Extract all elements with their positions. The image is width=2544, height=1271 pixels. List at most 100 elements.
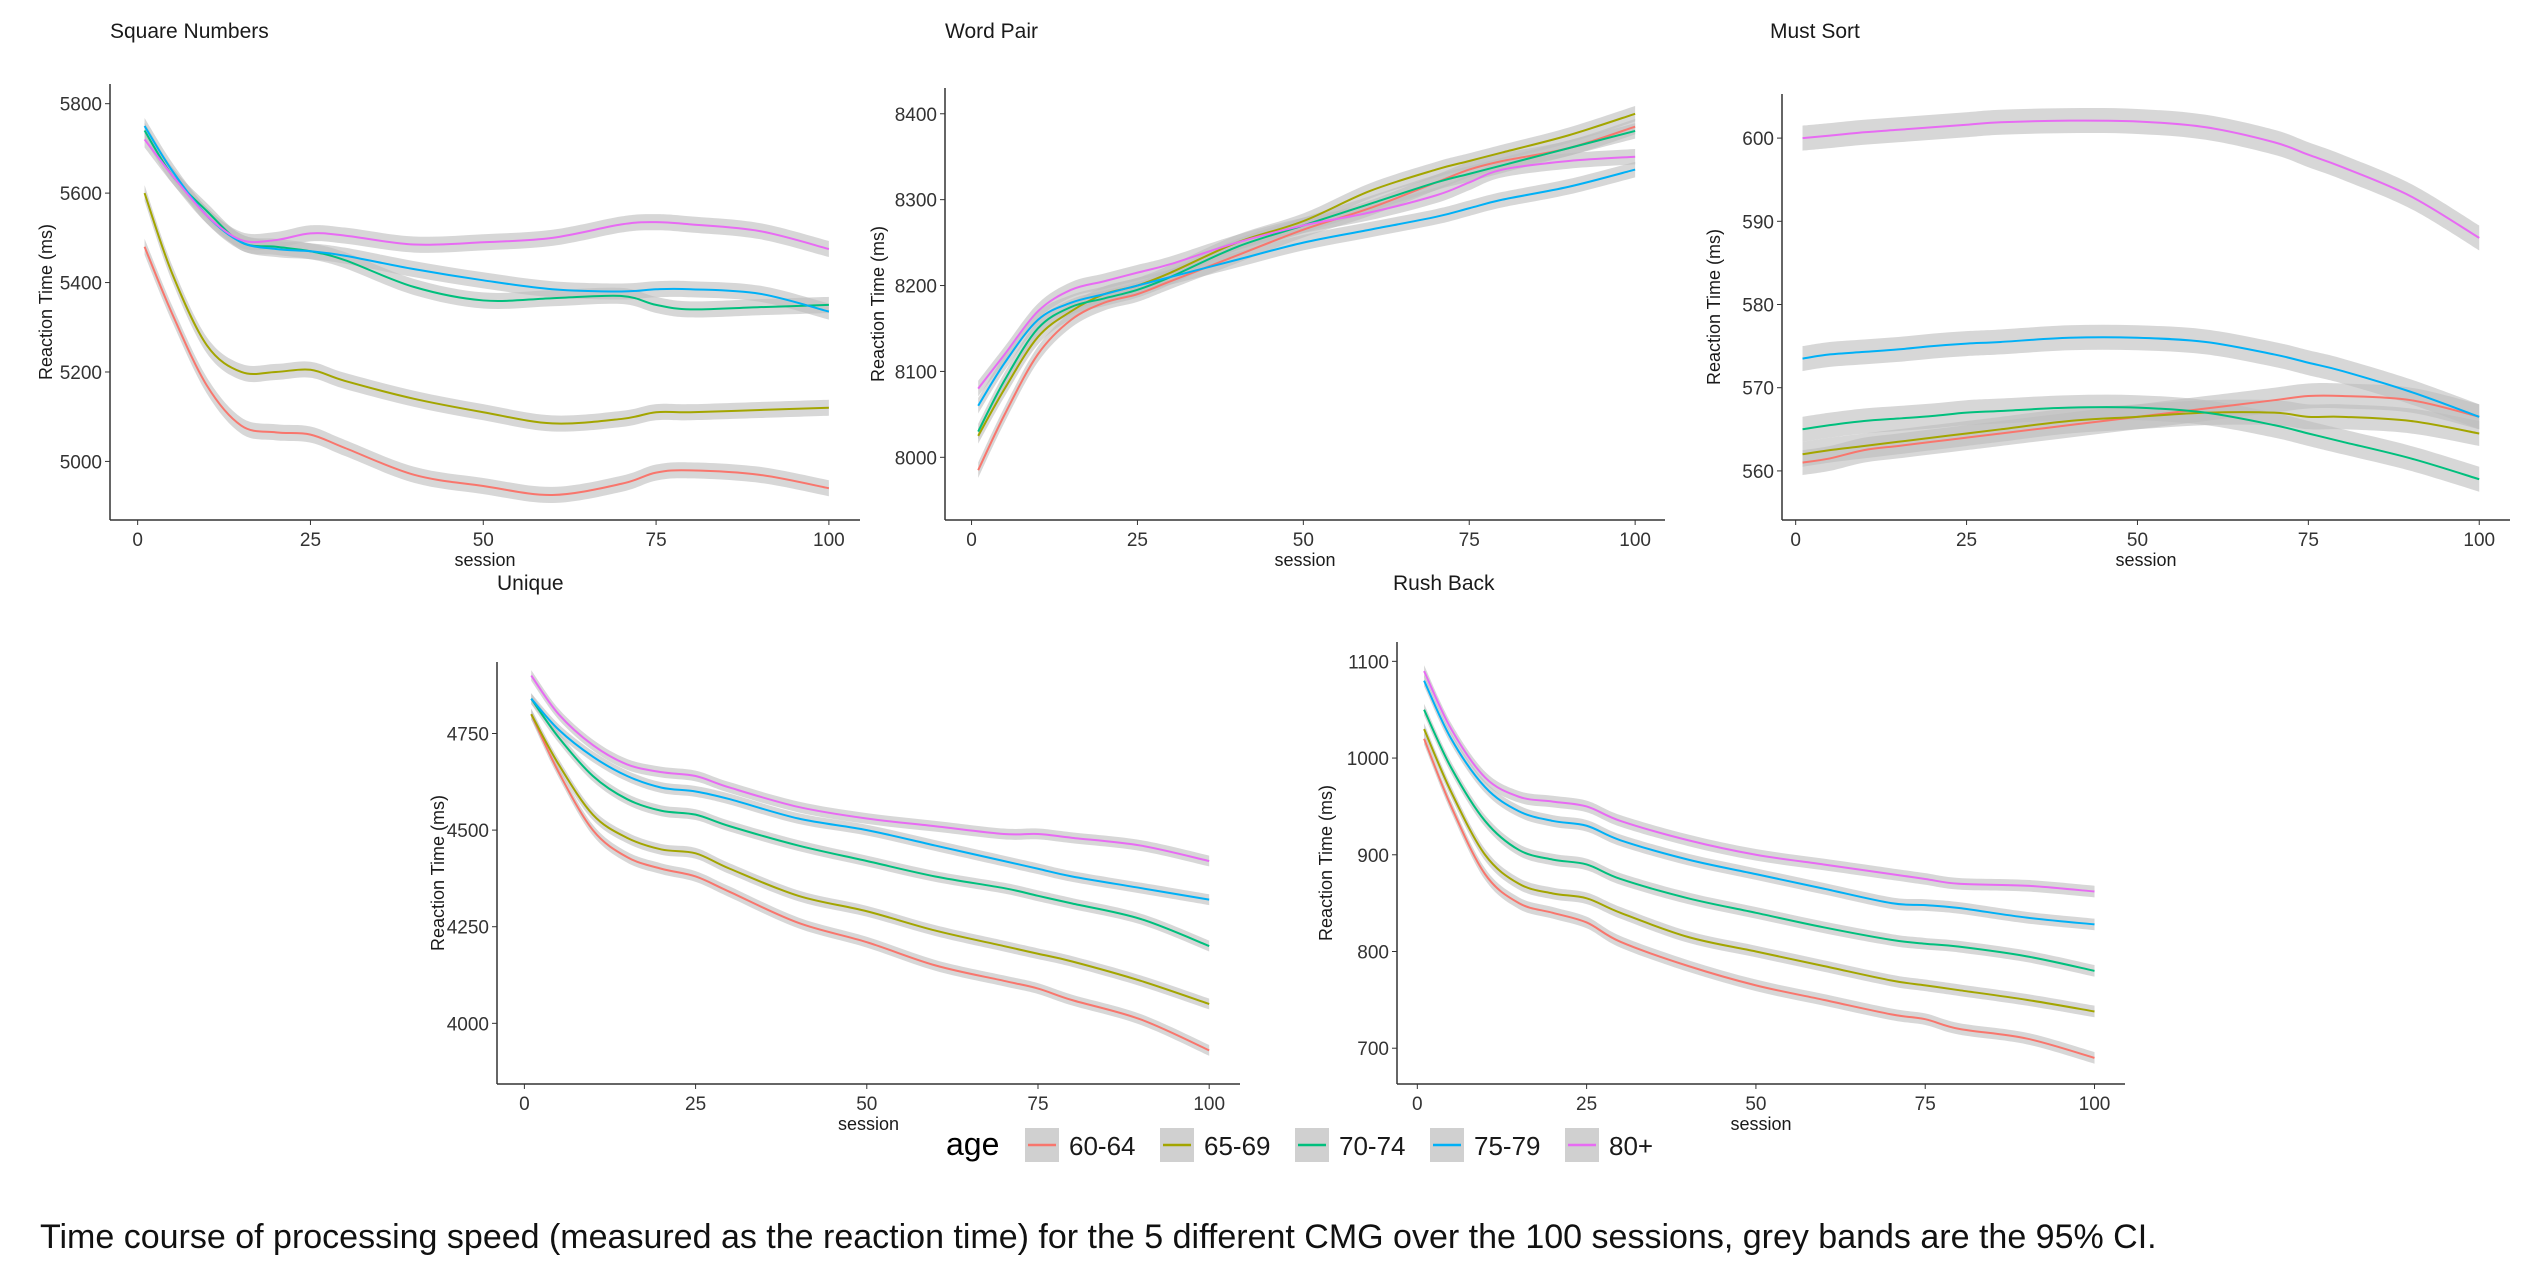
y-tick-label: 4750 <box>447 724 489 745</box>
y-axis-label: Reaction Time (ms) <box>1316 785 1336 941</box>
ci-band-65-69 <box>978 106 1636 444</box>
legend-item-70-74: 70-74 <box>1295 1128 1406 1162</box>
series-line-80+ <box>977 155 1636 390</box>
x-tick-label: 75 <box>2298 530 2319 551</box>
legend-label: 60-64 <box>1069 1131 1136 1161</box>
series-line-65-69 <box>530 713 1210 1005</box>
x-tick-label: 50 <box>856 1094 877 1115</box>
series-line-65-69 <box>1802 411 2480 456</box>
panel-square-numbers: Square Numbers 5000 5200 5400 5600 5800 0 25 50 7… <box>36 20 860 570</box>
x-tick-label: 75 <box>1459 530 1480 551</box>
y-tick-label: 600 <box>1742 129 1774 150</box>
x-tick-label: 50 <box>2127 530 2148 551</box>
y-tick-label: 4250 <box>447 918 489 939</box>
x-tick-label: 50 <box>1745 1094 1766 1115</box>
legend: age 60-64 65-69 70-74 75-79 80+ <box>946 1126 1653 1162</box>
series-line-70-74 <box>530 698 1210 947</box>
y-tick-label: 4500 <box>447 821 489 842</box>
y-axis-label: Reaction Time (ms) <box>868 226 888 382</box>
y-tick-label: 5000 <box>60 452 102 473</box>
x-tick-label: 75 <box>1915 1094 1936 1115</box>
y-tick-label: 900 <box>1357 846 1389 867</box>
ci-band-80+ <box>1424 665 2095 898</box>
series-line-75-79 <box>977 168 1636 407</box>
series-line-70-74 <box>143 129 829 311</box>
x-tick-label: 100 <box>1193 1094 1225 1115</box>
figure-caption: Time course of processing speed (measure… <box>40 1218 2157 1256</box>
y-tick-label: 4000 <box>447 1014 489 1035</box>
x-tick-label: 25 <box>685 1094 706 1115</box>
x-axis-label: session <box>838 1114 899 1134</box>
y-tick-label: 560 <box>1742 462 1774 483</box>
x-tick-label: 100 <box>1619 530 1651 551</box>
x-axis-label: session <box>1274 550 1335 570</box>
series-line-80+ <box>530 674 1210 862</box>
panel-title: Word Pair <box>945 20 1038 43</box>
series-line-75-79 <box>530 698 1210 901</box>
legend-item-80+: 80+ <box>1565 1128 1653 1162</box>
ci-band-65-69 <box>531 708 1210 1010</box>
legend-item-60-64: 60-64 <box>1025 1128 1136 1162</box>
y-tick-label: 700 <box>1357 1039 1389 1060</box>
x-tick-label: 75 <box>646 530 667 551</box>
series-line-60-64 <box>1423 738 2095 1059</box>
ci-band-80+ <box>531 670 1210 867</box>
y-tick-label: 5600 <box>60 184 102 205</box>
panel-rush-back: Rush Back 700 800 900 1000 1100 0 25 50 75 100 sess… <box>1316 572 2125 1134</box>
ci-band-80+ <box>978 148 1636 397</box>
y-tick-label: 570 <box>1742 379 1774 400</box>
x-tick-label: 100 <box>2463 530 2495 551</box>
panel-word-pair: Word Pair 8000 8100 8200 8300 8400 0 25 50 75 100 s… <box>868 20 1665 570</box>
legend-label: 80+ <box>1609 1131 1653 1161</box>
series-line-70-74 <box>1802 406 2480 481</box>
ci-band-75-79 <box>1802 324 2480 430</box>
ci-band-70-74 <box>1802 394 2480 492</box>
x-tick-label: 25 <box>300 530 321 551</box>
y-tick-label: 8300 <box>895 191 937 212</box>
ci-band-70-74 <box>1424 703 2095 977</box>
legend-label: 75-79 <box>1474 1131 1541 1161</box>
series-line-80+ <box>1423 670 2095 893</box>
x-axis-label: session <box>2115 550 2176 570</box>
series-line-60-64 <box>977 125 1636 471</box>
ci-band-60-64 <box>531 708 1210 1056</box>
y-tick-label: 8000 <box>895 448 937 469</box>
series-line-70-74 <box>1423 709 2095 972</box>
series-line-65-69 <box>1423 728 2095 1013</box>
y-axis-label: Reaction Time (ms) <box>36 224 56 380</box>
ci-band-75-79 <box>1424 674 2095 931</box>
panel-title: Rush Back <box>1393 572 1495 595</box>
y-tick-label: 800 <box>1357 942 1389 963</box>
panel-title: Must Sort <box>1770 20 1860 43</box>
x-tick-label: 0 <box>132 530 143 551</box>
series-line-70-74 <box>977 129 1636 432</box>
legend-item-65-69: 65-69 <box>1160 1128 1271 1162</box>
panel-must-sort: Must Sort 560 570 580 590 600 0 25 50 75 100 sessio… <box>1704 20 2510 570</box>
y-tick-label: 1000 <box>1347 749 1389 770</box>
y-tick-label: 5400 <box>60 274 102 295</box>
series-line-60-64 <box>143 246 830 496</box>
x-tick-label: 100 <box>2079 1094 2111 1115</box>
y-tick-label: 1100 <box>1348 652 1389 673</box>
x-tick-label: 0 <box>1790 530 1801 551</box>
x-tick-label: 25 <box>1576 1094 1597 1115</box>
panel-title: Square Numbers <box>110 20 269 43</box>
y-tick-label: 8100 <box>895 362 937 383</box>
x-tick-label: 0 <box>966 530 977 551</box>
legend-label: 70-74 <box>1339 1131 1406 1161</box>
legend-label: 65-69 <box>1204 1131 1271 1161</box>
x-tick-label: 25 <box>1127 530 1148 551</box>
legend-item-75-79: 75-79 <box>1430 1128 1541 1162</box>
x-tick-label: 0 <box>1412 1094 1423 1115</box>
legend-title: age <box>946 1126 999 1162</box>
x-axis-label: session <box>1730 1114 1791 1134</box>
y-axis-label: Reaction Time (ms) <box>1704 229 1724 385</box>
x-tick-label: 50 <box>1293 530 1314 551</box>
ci-band-80+ <box>144 131 829 258</box>
series-line-75-79 <box>1423 680 2095 926</box>
y-tick-label: 5200 <box>60 363 102 384</box>
x-axis-label: session <box>454 550 515 570</box>
ci-band-80+ <box>1802 108 2480 251</box>
ci-band-60-64 <box>1424 732 2095 1064</box>
